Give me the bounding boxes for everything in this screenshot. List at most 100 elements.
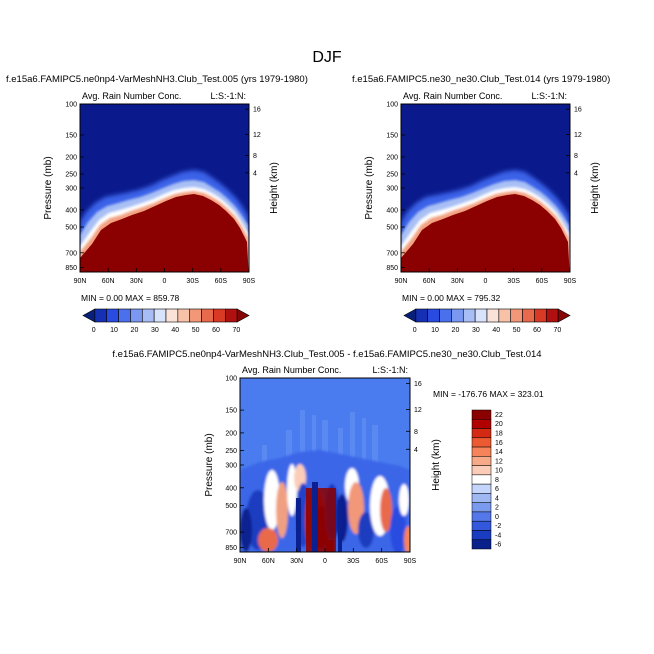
panel-b-subtitle: Avg. Rain Number Conc. [403,91,502,101]
panel-c-y2-tick-label: 4 [414,447,418,454]
panel-c-stats: MIN = -176.76 MAX = 323.01 [433,389,544,399]
panel-c-y-tick-label: 300 [225,463,237,470]
panel-b-y-tick-label: 400 [386,207,398,214]
panel-c-colorbar-label: -4 [495,532,501,539]
panel-a-y2-tick-label: 16 [253,107,261,114]
panel-b-colorbar-label: 20 [452,327,460,334]
panel-c-colorbar-swatch [471,419,492,429]
panel-c-colorbar-swatch [471,474,492,485]
panel-c-colorbar-swatch [471,493,492,503]
panel-b-x-tick-label: 30S [507,278,520,285]
panel-c-y-tick-label: 500 [225,503,237,510]
panel-b-colorbar-swatch [486,308,500,323]
panel-a-colorbar-swatch [94,308,108,323]
panel-c-ylabel: Pressure (mb) [204,433,215,496]
panel-a-y-tick-label: 700 [65,250,77,257]
panel-b-colorbar-swatch [415,308,429,323]
panel-a-y-tick-label: 100 [65,102,77,109]
panel-b-x-tick-label: 30N [451,278,464,285]
panel-c-colorbar-label: 20 [495,421,503,428]
panel-c-y2-ticks: 16 12 8 4 [406,381,422,454]
panel-b-x-tick-label: 90S [564,278,577,285]
panel-c: f.e15a6.FAMIPC5.ne0np4-VarMeshNH3.Club_T… [112,349,543,565]
panel-c-y-ticks: 100 150 200 250 300 400 500 700 850 [225,376,244,552]
panel-b-colorbar: 0 10 20 30 40 50 60 70 [403,308,571,334]
panel-c-x-tick-label: 30S [347,558,360,565]
panel-a-colorbar-label: 20 [131,327,139,334]
panel-b-colorbar-swatch [462,308,476,323]
panel-a: f.e15a6.FAMIPC5.ne0np4-VarMeshNH3.Club_T… [6,74,308,334]
panel-c-colorbar-label: 0 [495,514,499,521]
panel-b-colorbar-swatch [534,308,547,323]
panel-b-colorbar-swatch [474,308,488,323]
panel-a-x-tick-label: 60S [215,278,228,285]
panel-a-title: f.e15a6.FAMIPC5.ne0np4-VarMeshNH3.Club_T… [6,74,308,85]
panel-b-y-tick-label: 250 [386,172,398,179]
panel-c-colorbar-swatch [471,483,492,494]
panel-b-y2-tick-label: 12 [574,132,582,139]
panel-a-x-tick-label: 30N [130,278,143,285]
panel-c-colorbar-label: 6 [495,486,499,493]
panel-c-x-tick-label: 30N [290,558,303,565]
panel-c-y-tick-label: 150 [225,408,237,415]
panel-a-stats: MIN = 0.00 MAX = 859.78 [81,293,180,303]
panel-c-x-tick-label: 90N [234,558,247,565]
panel-a-x-tick-label: 90N [74,278,87,285]
panel-c-colorbar-swatch [471,530,492,540]
panel-c-colorbar-label: 22 [495,412,503,419]
panel-a-colorbar-swatch [118,308,131,323]
panel-a-colorbar: 0 10 20 30 40 50 60 70 [82,308,250,334]
panel-b-stats: MIN = 0.00 MAX = 795.32 [402,293,501,303]
panel-a-colorbar-swatch [236,308,250,323]
panel-c-corner-label: L:S:-1:N: [372,365,408,375]
panel-c-colorbar-label: 18 [495,430,503,437]
panel-a-colorbar-swatch [213,308,226,323]
panel-c-colorbar-swatch [471,428,492,439]
panel-a-subtitle: Avg. Rain Number Conc. [82,91,181,101]
panel-b-y-tick-label: 150 [386,133,398,140]
panel-a-x-tick-label: 0 [163,278,167,285]
panel-c-y-tick-label: 850 [225,545,237,552]
panel-b-field [401,104,570,272]
panel-c-colorbar-swatch [471,511,492,522]
panel-b-colorbar-label: 50 [513,327,521,334]
panel-a-colorbar-swatch [130,308,143,323]
panel-a-colorbar-label: 30 [151,327,159,334]
panel-b-colorbar-label: 60 [533,327,541,334]
panel-a-y-tick-label: 300 [65,186,77,193]
panel-b-core [401,194,570,272]
panel-c-x-ticks: 90N 60N 30N 0 30S 60S 90S [234,548,417,565]
panel-c-colorbar-label: 2 [495,505,499,512]
panel-a-colorbar-label: 70 [233,327,241,334]
panel-a-colorbar-label: 0 [92,327,96,334]
panel-c-colorbar-swatch [471,465,492,476]
panel-c-x-tick-label: 60S [375,558,388,565]
panel-a-colorbar-swatch [82,308,96,323]
panel-c-colorbar-label: 16 [495,440,503,447]
panel-a-corner-label: L:S:-1:N: [210,91,246,101]
panel-a-colorbar-swatch [106,308,119,323]
panel-b-y-tick-label: 100 [386,102,398,109]
panel-b-y-tick-label: 300 [386,186,398,193]
panel-a-y2-tick-label: 8 [253,153,257,160]
panel-c-colorbar-label: -2 [495,523,501,530]
panel-c-y-tick-label: 250 [225,448,237,455]
panel-b-y2-tick-label: 16 [574,107,582,114]
panel-a-x-tick-label: 90S [243,278,256,285]
panel-c-subtitle: Avg. Rain Number Conc. [242,365,341,375]
panel-a-colorbar-label: 60 [212,327,220,334]
panel-a-y-ticks: 100 150 200 250 300 400 500 700 850 [65,102,84,272]
panel-b-corner-label: L:S:-1:N: [531,91,567,101]
panel-a-y-tick-label: 200 [65,154,77,161]
panel-c-colorbar-swatch [471,539,492,550]
panel-c-colorbar-label: 14 [495,449,503,456]
panel-b-y-tick-label: 700 [386,250,398,257]
panel-a-colorbar-swatch [189,308,202,323]
panel-b-x-tick-label: 90N [395,278,408,285]
panel-a-y2label: Height (km) [269,162,280,214]
panel-c-colorbar-swatch [471,409,492,420]
panel-c-y2-tick-label: 12 [414,407,422,414]
panel-b-colorbar-swatch [545,308,559,323]
